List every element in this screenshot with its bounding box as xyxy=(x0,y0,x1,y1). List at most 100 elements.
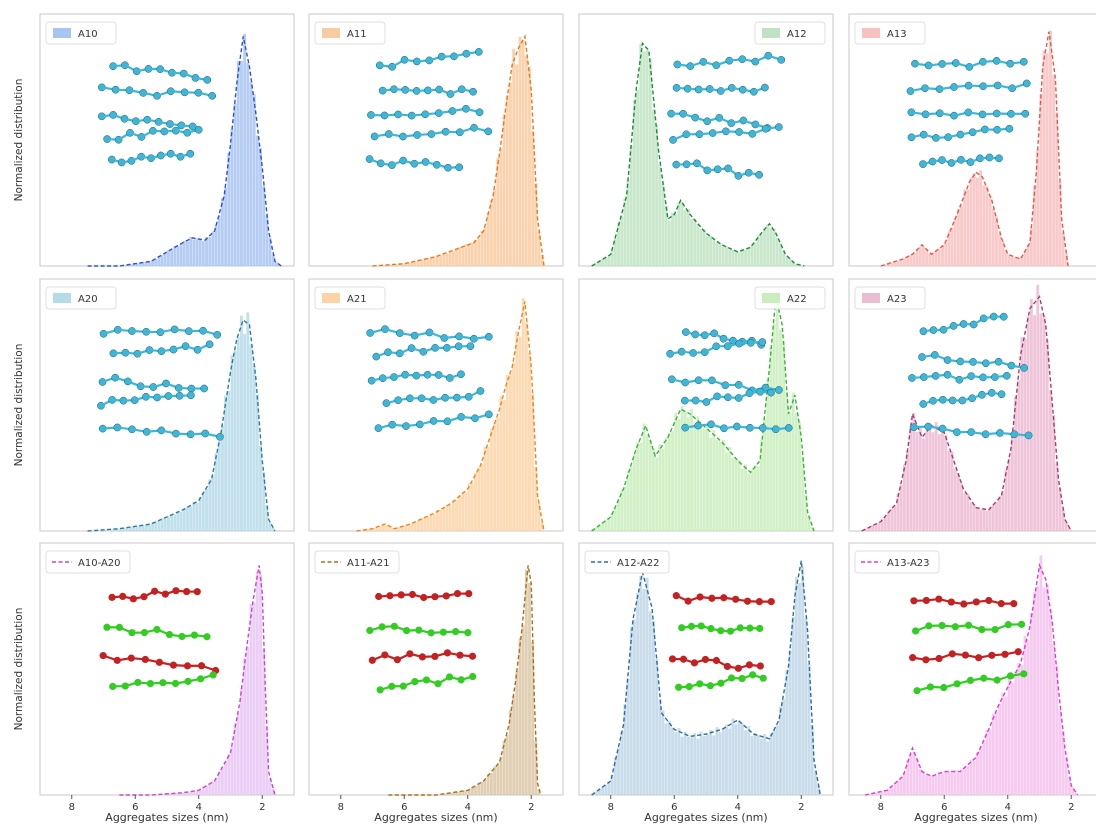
histogram-bar xyxy=(893,261,897,266)
molecule-atom xyxy=(197,662,206,670)
histogram-bar xyxy=(157,521,161,531)
kde-line xyxy=(861,295,1072,532)
histogram-bar xyxy=(798,582,801,795)
histogram-bar xyxy=(604,784,608,795)
histogram-bar xyxy=(693,424,697,531)
histogram-bar xyxy=(601,787,605,795)
histogram-bar xyxy=(455,791,458,795)
histogram-bar xyxy=(629,145,633,266)
kde-line xyxy=(356,301,545,532)
histogram-bar xyxy=(502,399,506,531)
legend-label: A21 xyxy=(347,294,367,305)
histogram-bar xyxy=(528,66,531,266)
legend-box xyxy=(45,550,131,574)
histogram-bar xyxy=(658,699,662,795)
legend: A20 xyxy=(45,286,117,310)
histogram-bar xyxy=(249,603,253,795)
panel-a13: A13 xyxy=(848,13,1096,267)
histogram-bar xyxy=(804,494,808,531)
histogram-bar xyxy=(677,728,681,795)
histogram-bar xyxy=(972,761,976,795)
histogram-bar xyxy=(1045,53,1049,266)
histogram-bar xyxy=(617,222,620,266)
histogram-bar xyxy=(157,256,161,266)
histogram-bar xyxy=(620,216,624,266)
histogram-bar xyxy=(1049,609,1052,795)
histogram-bar xyxy=(995,501,998,531)
molecule-atom xyxy=(466,342,475,351)
molecule-atom xyxy=(464,629,472,637)
x-tick-label: 8 xyxy=(878,802,884,813)
histogram-bar xyxy=(912,253,916,266)
histogram-bar xyxy=(991,713,995,795)
molecule-atom xyxy=(1020,364,1028,372)
histogram-bar xyxy=(534,467,538,531)
molecule-atom xyxy=(439,628,447,636)
histogram-bar xyxy=(496,417,500,531)
histogram-bar xyxy=(436,256,439,266)
histogram-bar xyxy=(477,783,481,795)
histogram-bar xyxy=(489,429,493,531)
histogram-bar xyxy=(189,791,193,795)
histogram-bar xyxy=(658,164,662,266)
histogram-bar xyxy=(1033,185,1037,266)
legend-box xyxy=(584,550,670,574)
histogram-bar xyxy=(496,157,500,266)
histogram-bar xyxy=(604,519,608,531)
histogram-bar xyxy=(969,177,973,266)
molecule-atom xyxy=(484,332,493,341)
histogram-bar xyxy=(138,525,142,531)
legend: A23 xyxy=(854,286,926,310)
molecule-atom xyxy=(455,163,464,172)
histogram-bar xyxy=(249,81,253,267)
histogram-bar xyxy=(677,202,681,266)
histogram-bar xyxy=(214,779,218,795)
histogram-bar xyxy=(798,422,801,531)
histogram-bar xyxy=(769,733,773,795)
histogram-bar xyxy=(690,737,693,795)
histogram-bar xyxy=(1052,644,1056,795)
histogram-bar xyxy=(486,446,490,531)
histogram-bar xyxy=(1023,251,1027,266)
histogram-bar xyxy=(1020,256,1024,266)
molecule-atom xyxy=(972,598,980,606)
histogram-bar xyxy=(785,669,789,795)
histogram-bar xyxy=(509,82,512,266)
molecule-atom xyxy=(758,338,767,346)
histogram-bar xyxy=(512,48,516,267)
histogram-bar xyxy=(645,577,649,795)
histogram-bar xyxy=(1049,30,1052,267)
histogram-bar xyxy=(480,230,484,266)
histogram-bar xyxy=(918,246,922,266)
histogram-bar xyxy=(766,741,770,795)
panel-a13-a23: A13-A23 8 6 4 2 xyxy=(848,542,1096,813)
histogram-bar xyxy=(715,439,719,531)
histogram-bar xyxy=(988,507,992,531)
histogram-bar xyxy=(518,637,522,795)
histogram-bar xyxy=(985,186,989,266)
histogram-bar xyxy=(455,499,458,531)
histogram-bar xyxy=(265,505,269,531)
histogram-bar xyxy=(1001,692,1005,795)
histogram-bar xyxy=(167,516,170,531)
histogram-bar xyxy=(785,256,789,266)
histogram-bar xyxy=(186,791,189,795)
histogram-bar xyxy=(259,574,262,795)
histogram-bar xyxy=(896,260,900,266)
x-tick-label: 4 xyxy=(465,802,471,813)
histogram-bar xyxy=(941,245,944,266)
histogram-bar xyxy=(652,620,655,795)
histogram-bar xyxy=(173,793,177,795)
histogram-bar xyxy=(540,522,544,531)
molecule-atom xyxy=(141,655,149,664)
histogram-bar xyxy=(1017,258,1021,266)
panel-a23: A23 xyxy=(848,278,1096,532)
histogram-bar xyxy=(537,231,541,266)
histogram-bar xyxy=(521,625,525,795)
histogram-bar xyxy=(442,507,446,531)
histogram-bar xyxy=(144,262,148,266)
histogram-bar xyxy=(404,263,408,266)
panel-a11-a21: A11-A21 8 6 4 2 xyxy=(308,542,564,813)
histogram-bar xyxy=(753,465,757,531)
histogram-bar xyxy=(982,185,986,266)
